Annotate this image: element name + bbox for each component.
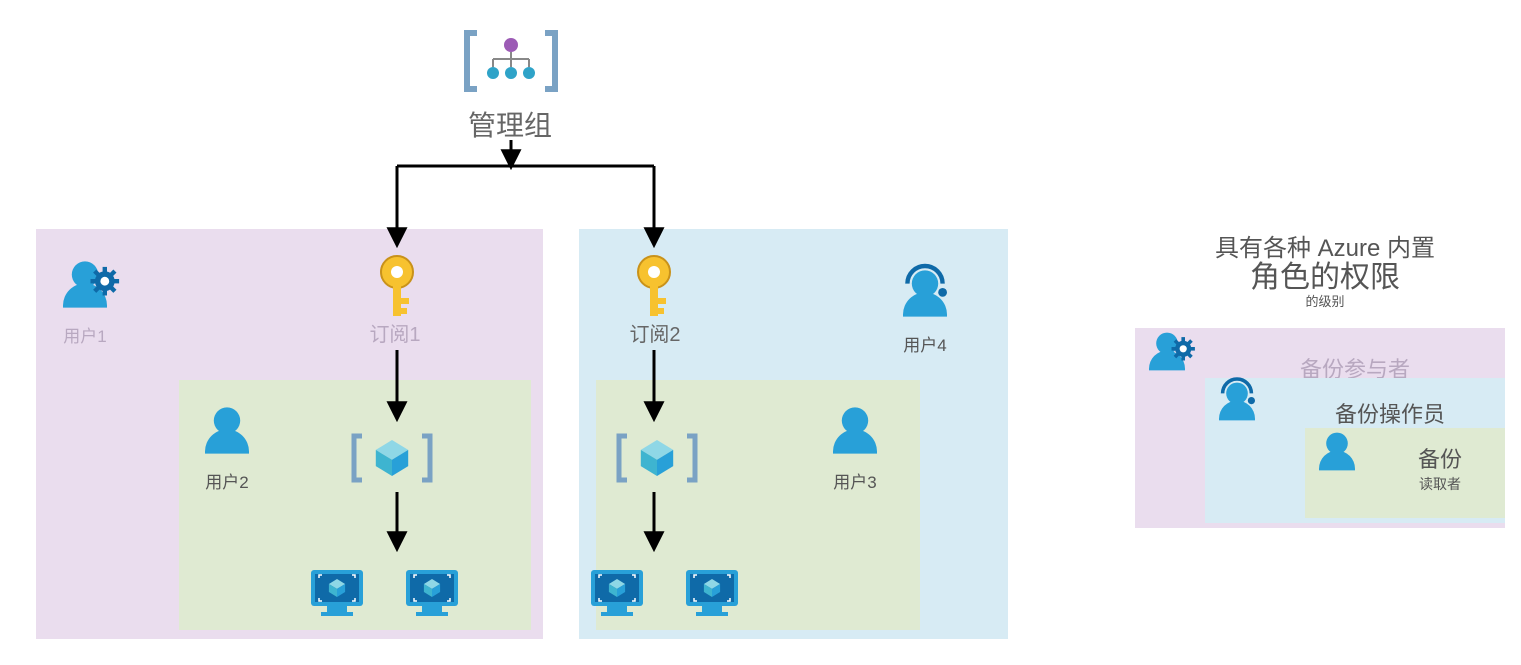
key-icon [638,256,670,316]
vm-icon [686,570,738,616]
user3-label: 用户3 [820,468,890,493]
user-headset-icon [903,266,947,317]
key-icon [381,256,413,316]
user-icon [833,407,877,453]
vm-icon [311,570,363,616]
vm-icon [591,570,643,616]
user2-label: 用户2 [192,468,262,493]
resource-group-icon [354,436,430,480]
vm-icon [406,570,458,616]
user-gear-icon [1149,333,1195,371]
management-group-icon [467,33,555,89]
legend: 具有各种 Azure 内置 角色的权限 的级别 备份参与者备份操作员备份读取者 [1135,228,1515,538]
legend-title: 具有各种 Azure 内置 角色的权限 的级别 [1135,228,1515,310]
subscription2-label: 订阅2 [590,318,720,347]
user1-label: 用户1 [50,322,120,347]
user-gear-icon [63,261,119,307]
user-icon [1319,433,1355,471]
user4-label: 用户4 [890,331,960,356]
user-headset-icon [1219,379,1255,420]
resource-group-icon [619,436,695,480]
subscription1-label: 订阅1 [330,318,460,347]
user-icon [205,407,249,453]
management-group-label: 管理组 [440,104,580,144]
